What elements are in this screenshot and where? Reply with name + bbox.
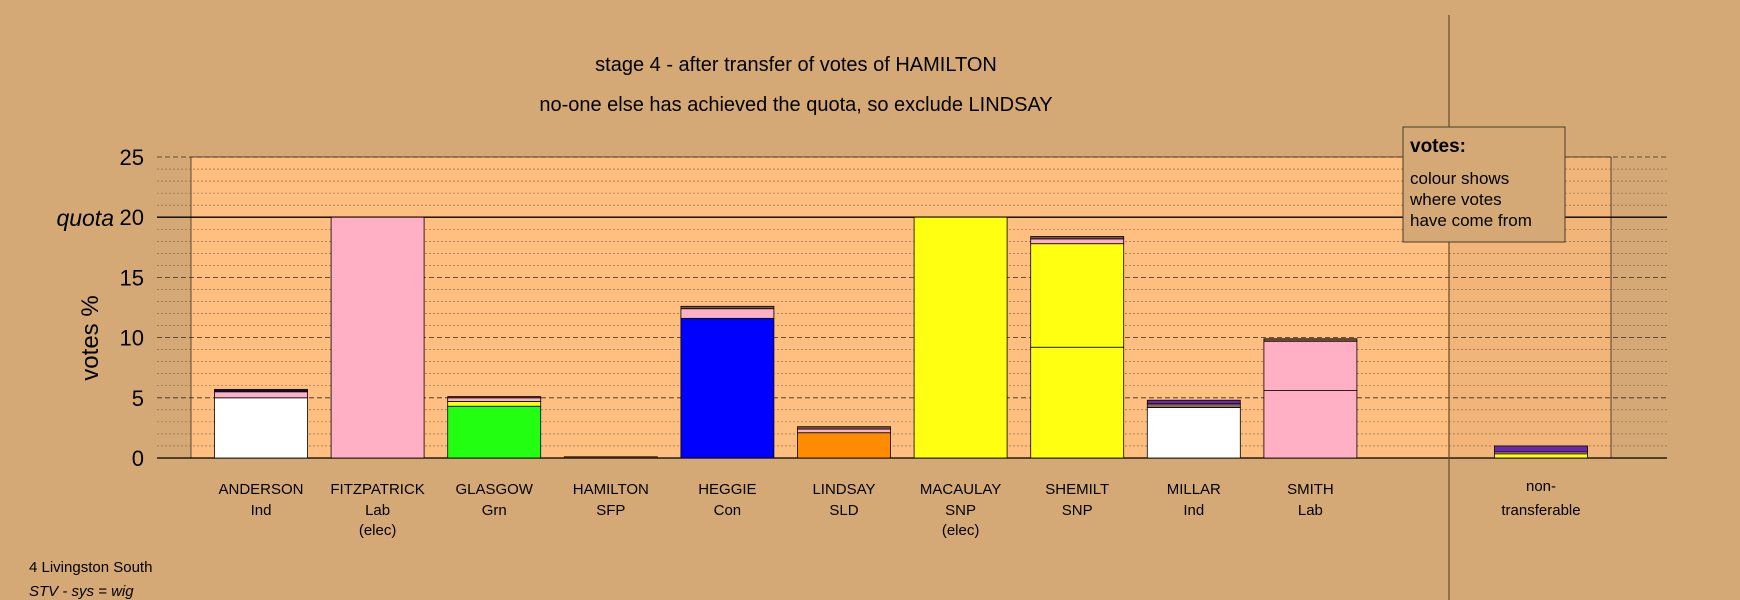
bar-segment <box>913 216 1008 459</box>
bar-segment <box>447 397 542 402</box>
y-axis-label: votes % <box>77 295 104 380</box>
bar-heggie <box>680 305 775 459</box>
bar-segment <box>1030 243 1125 348</box>
bar-non-transferable <box>1494 445 1588 459</box>
candidate-name-label: GLASGOW <box>455 481 533 498</box>
bar-segment <box>1263 390 1358 459</box>
candidate-elected-label: (elec) <box>359 522 397 539</box>
candidate-name-label: SMITH <box>1287 481 1334 498</box>
candidate-party-label: Lab <box>1298 502 1323 519</box>
bar-segment <box>1263 338 1358 342</box>
candidate-party-label: SFP <box>596 502 625 519</box>
bar-segment <box>680 308 775 319</box>
bars <box>214 216 1588 459</box>
bar-segment <box>330 216 425 459</box>
candidate-name-label: MILLAR <box>1167 481 1221 498</box>
footer-ward: 4 Livingston South <box>29 559 152 576</box>
y-tick-label: 0 <box>132 446 144 471</box>
bar-segment <box>797 428 891 434</box>
bar-segment <box>214 391 308 399</box>
bar-segment <box>797 432 891 459</box>
bar-segment <box>1263 340 1358 391</box>
candidate-name-label: FITZPATRICK <box>330 481 424 498</box>
candidate-name-label: HAMILTON <box>573 481 649 498</box>
bar-segment <box>214 397 308 459</box>
bar-segment <box>1146 403 1241 408</box>
bar-segment <box>1494 445 1588 453</box>
bar-segment <box>1146 399 1241 405</box>
bar-segment <box>1030 346 1125 459</box>
bar-anderson <box>214 388 308 459</box>
candidate-party-label: Ind <box>251 502 272 519</box>
candidate-party-label: SNP <box>1062 502 1093 519</box>
chart-subtitle: no-one else has achieved the quota, so e… <box>539 94 1052 116</box>
bar-segment <box>1030 238 1125 245</box>
candidate-elected-label: (elec) <box>942 522 980 539</box>
bar-glasgow <box>447 396 542 459</box>
candidate-party-label: Con <box>714 502 742 519</box>
bar-macaulay <box>913 216 1008 459</box>
bar-shemilt <box>1030 236 1125 459</box>
plot-area <box>190 156 1612 459</box>
legend-frame <box>1402 126 1566 243</box>
footer-system: STV - sys = wig <box>29 583 134 600</box>
nontransferable-label: transferable <box>1501 502 1580 519</box>
candidate-party-label: Lab <box>365 502 390 519</box>
candidate-name-label: SHEMILT <box>1045 481 1109 498</box>
bar-millar <box>1146 399 1241 459</box>
bar-hamilton <box>563 456 658 459</box>
candidate-party-label: SLD <box>829 502 858 519</box>
candidate-name-label: MACAULAY <box>920 481 1001 498</box>
bar-segment <box>563 456 658 459</box>
bar-segment <box>447 401 542 407</box>
legend-line: have come from <box>1410 211 1532 230</box>
bar-segment <box>680 305 775 310</box>
nontransferable-label: non- <box>1526 478 1556 495</box>
candidate-labels: ANDERSON Ind FITZPATRICK Lab (elec) GLASGOW Gr… <box>218 478 1580 539</box>
legend-line: colour shows <box>1410 169 1509 188</box>
y-tick-label: 10 <box>120 326 144 351</box>
bar-segment <box>680 317 775 459</box>
y-tick-label: 25 <box>120 145 144 170</box>
legend-title: votes: <box>1410 136 1466 157</box>
y-tick-label: 20 <box>120 205 144 230</box>
bar-segment <box>1494 453 1588 459</box>
bar-lindsay <box>797 426 891 459</box>
y-tick-label: 15 <box>120 265 144 290</box>
y-tick-label: 5 <box>132 386 144 411</box>
bar-segment <box>447 405 542 459</box>
quota-label: quota <box>56 205 114 231</box>
bar-segment <box>214 388 308 391</box>
bar-segment <box>447 396 542 399</box>
chart-title: stage 4 - after transfer of votes of HAM… <box>595 54 997 76</box>
candidate-party-label: SNP <box>945 502 976 519</box>
y-axis: 0 5 10 15 20 25 <box>120 145 144 471</box>
bar-segment <box>1146 407 1241 459</box>
candidate-name-label: LINDSAY <box>812 481 875 498</box>
candidate-name-label: ANDERSON <box>218 481 303 498</box>
candidate-party-label: Ind <box>1183 502 1204 519</box>
bar-segment <box>1030 236 1125 240</box>
bar-fitzpatrick <box>330 216 425 459</box>
bar-segment <box>797 426 891 430</box>
legend-line: where votes <box>1409 190 1502 209</box>
candidate-party-label: Grn <box>482 502 507 519</box>
candidate-name-label: HEGGIE <box>698 481 756 498</box>
legend-box: votes: colour shows where votes have com… <box>1402 126 1566 243</box>
bar-smith <box>1263 338 1358 459</box>
